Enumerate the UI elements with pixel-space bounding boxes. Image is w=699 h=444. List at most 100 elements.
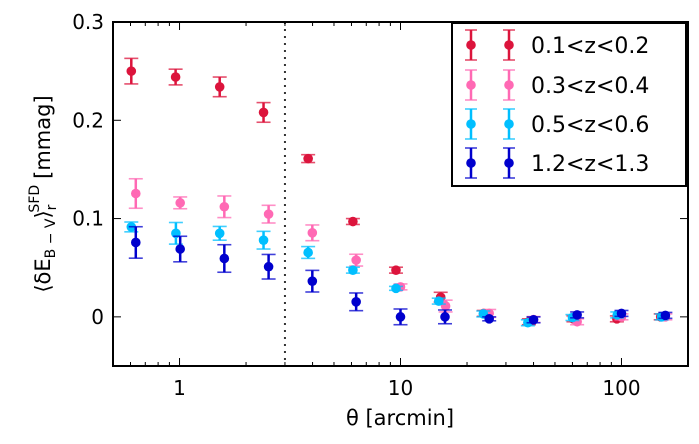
data-marks <box>124 57 673 328</box>
legend-entry-2: 0.3<z<0.4 <box>465 69 649 101</box>
x-axis-label: θ [arcmin] <box>346 406 454 430</box>
data-point-group <box>173 235 188 263</box>
data-point-group <box>438 309 453 325</box>
legend-marker <box>466 40 476 50</box>
data-point-group <box>345 265 360 275</box>
data-point <box>258 235 269 245</box>
data-point <box>219 201 230 212</box>
data-point-group <box>212 225 227 241</box>
data-point <box>126 66 137 76</box>
data-point <box>175 244 185 254</box>
legend-entry-1: 0.1<z<0.2 <box>465 29 649 61</box>
data-point <box>307 276 318 286</box>
data-point <box>307 228 318 238</box>
data-point <box>348 216 358 227</box>
data-point <box>219 253 230 264</box>
data-point-group <box>301 245 316 260</box>
data-point-group <box>393 308 408 326</box>
data-point-group <box>570 310 585 320</box>
legend-marker <box>504 80 514 90</box>
legend-label: 0.3<z<0.4 <box>531 74 649 99</box>
data-point-group <box>388 283 403 294</box>
data-point <box>391 283 401 294</box>
data-point <box>528 315 539 325</box>
legend-box <box>451 22 687 187</box>
legend-marker <box>466 119 476 129</box>
data-point <box>348 265 358 275</box>
data-point-group <box>349 253 364 267</box>
data-point <box>130 237 141 248</box>
data-point <box>214 82 225 92</box>
data-point <box>616 308 627 319</box>
y-label-unit: [mmag] <box>31 95 55 179</box>
data-point-group <box>261 204 276 224</box>
data-point-group <box>217 243 232 274</box>
legend-marker <box>466 158 476 168</box>
data-point-group <box>431 296 446 306</box>
data-point <box>303 247 313 258</box>
legend: 0.1<z<0.2 0.3<z<0.4 0.5<z<0.6 1.2<z<1.3 <box>451 22 687 187</box>
data-point <box>433 296 444 306</box>
data-point-group <box>212 76 227 98</box>
data-point-group <box>658 310 673 321</box>
x-tick-label: 100 <box>602 376 640 400</box>
data-point-group <box>217 195 232 219</box>
data-point <box>263 209 274 219</box>
x-tick-label: 1 <box>173 376 186 400</box>
data-point-group <box>173 196 188 210</box>
x-tick-label: 10 <box>388 376 413 400</box>
data-point-group <box>256 230 271 250</box>
data-point <box>351 297 361 307</box>
data-point <box>175 198 185 208</box>
legend-marker <box>466 80 476 90</box>
data-point-group <box>349 292 364 312</box>
data-point-group <box>614 308 629 319</box>
data-point <box>214 228 225 239</box>
legend-entry-4: 1.2<z<1.3 <box>465 147 649 179</box>
data-point <box>440 312 450 322</box>
data-point-group <box>261 253 276 280</box>
series-2 <box>128 177 673 327</box>
data-point <box>170 72 181 82</box>
data-point-group <box>256 101 271 124</box>
data-point <box>130 188 141 199</box>
y-label-close: ⟩ <box>31 210 55 218</box>
y-label-sub1: B − V <box>43 218 59 258</box>
y-axis-label: ⟨δEB − V⟩rSFD [mmag] <box>27 95 60 292</box>
data-point-group <box>526 315 541 325</box>
data-point-group <box>301 153 316 164</box>
data-point <box>391 265 401 275</box>
data-point-group <box>305 224 320 242</box>
data-point <box>351 255 361 265</box>
y-tick-label: 0.1 <box>72 207 104 231</box>
y-label-sub2: r <box>44 204 60 210</box>
data-point-group <box>168 68 183 86</box>
data-point <box>572 310 582 320</box>
legend-label: 0.1<z<0.2 <box>531 34 649 59</box>
legend-marker <box>504 119 514 129</box>
data-point-group <box>128 177 143 210</box>
y-label-open: ⟨δE <box>31 258 55 292</box>
data-point-group <box>482 314 497 324</box>
y-tick-label: 0.3 <box>72 10 104 34</box>
data-point <box>258 107 269 118</box>
y-label-sup: SFD <box>27 185 43 213</box>
data-point-group <box>124 57 139 85</box>
legend-label: 0.5<z<0.6 <box>531 113 649 138</box>
data-point <box>395 312 406 322</box>
legend-marker <box>504 40 514 50</box>
data-point <box>303 153 313 164</box>
data-point <box>263 261 274 272</box>
data-point-group <box>388 265 403 275</box>
legend-marker <box>504 158 514 168</box>
legend-label: 1.2<z<1.3 <box>531 152 649 177</box>
y-tick-label: 0 <box>91 305 104 329</box>
legend-entry-3: 0.5<z<0.6 <box>465 108 649 140</box>
data-point-group <box>128 225 143 259</box>
data-point <box>484 314 495 324</box>
y-tick-label: 0.2 <box>72 108 104 132</box>
data-point-group <box>305 269 320 293</box>
series-4 <box>128 225 673 326</box>
data-point-group <box>345 216 360 227</box>
data-point <box>660 310 671 321</box>
